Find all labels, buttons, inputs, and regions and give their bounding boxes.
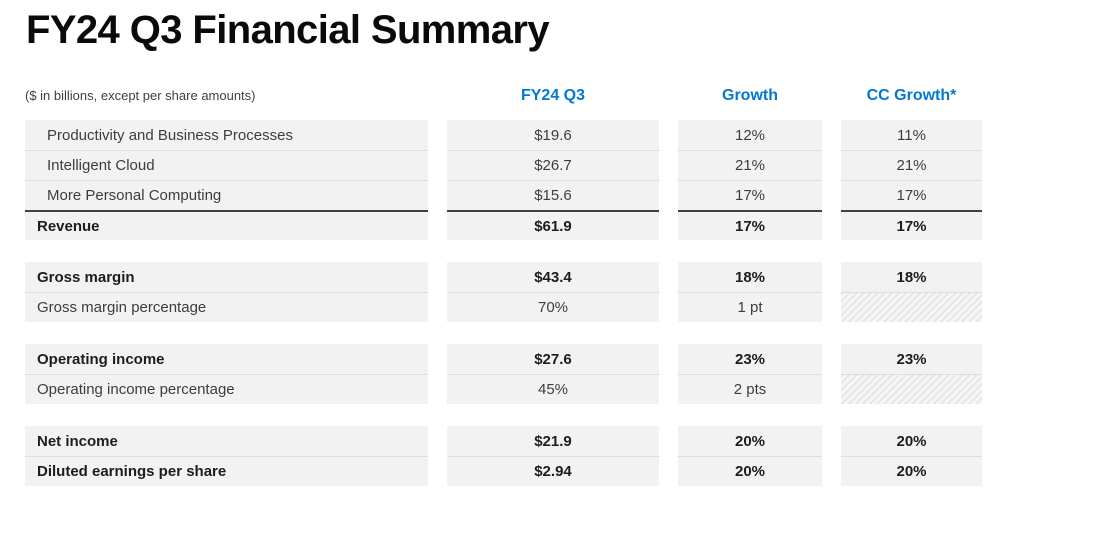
cell-fy24-q3: $19.6 — [447, 120, 659, 150]
cell-growth: 12% — [678, 120, 822, 150]
cell-cc-growth: 23% — [841, 344, 982, 374]
hatched-cell — [841, 292, 982, 322]
cell-cc-growth: 17% — [841, 180, 982, 210]
table-header: ($ in billions, except per share amounts… — [25, 87, 1095, 105]
cell-growth: 1 pt — [678, 292, 822, 322]
row-label: More Personal Computing — [25, 180, 428, 210]
row-label: Net income — [25, 426, 428, 456]
cell-fy24-q3: $15.6 — [447, 180, 659, 210]
cell-fy24-q3: 45% — [447, 374, 659, 404]
cell-cc-growth: 18% — [841, 262, 982, 292]
cell-fy24-q3: $61.9 — [447, 210, 659, 240]
cell-growth: 20% — [678, 426, 822, 456]
cell-fy24-q3: 70% — [447, 292, 659, 322]
table-block-revenue: Productivity and Business Processes $19.… — [25, 120, 1095, 240]
cell-growth: 20% — [678, 456, 822, 486]
hatched-cell — [841, 374, 982, 404]
table-block-net-income: Net income $21.9 20% 20% Diluted earning… — [25, 426, 1095, 486]
cell-fy24-q3: $2.94 — [447, 456, 659, 486]
cell-cc-growth: 11% — [841, 120, 982, 150]
row-label: Gross margin percentage — [25, 292, 428, 322]
row-label: Productivity and Business Processes — [25, 120, 428, 150]
cell-growth: 2 pts — [678, 374, 822, 404]
row-label: Intelligent Cloud — [25, 150, 428, 180]
cell-cc-growth: 20% — [841, 456, 982, 486]
column-header-fy24-q3: FY24 Q3 — [520, 87, 586, 104]
row-label: Operating income — [25, 344, 428, 374]
cell-cc-growth: 17% — [841, 210, 982, 240]
cell-growth: 17% — [678, 180, 822, 210]
cell-cc-growth: 20% — [841, 426, 982, 456]
units-note: ($ in billions, except per share amounts… — [25, 88, 256, 103]
row-label: Gross margin — [25, 262, 428, 292]
table-block-operating-income: Operating income $27.6 23% 23% Operating… — [25, 344, 1095, 404]
cell-fy24-q3: $27.6 — [447, 344, 659, 374]
cell-growth: 17% — [678, 210, 822, 240]
row-label: Revenue — [25, 210, 428, 240]
table-block-gross-margin: Gross margin $43.4 18% 18% Gross margin … — [25, 262, 1095, 322]
cell-cc-growth: 21% — [841, 150, 982, 180]
cell-fy24-q3: $26.7 — [447, 150, 659, 180]
cell-growth: 23% — [678, 344, 822, 374]
row-label: Diluted earnings per share — [25, 456, 428, 486]
cell-growth: 18% — [678, 262, 822, 292]
page-title: FY24 Q3 Financial Summary — [26, 8, 550, 52]
cell-fy24-q3: $21.9 — [447, 426, 659, 456]
column-header-growth: Growth — [722, 87, 778, 104]
cell-growth: 21% — [678, 150, 822, 180]
row-label: Operating income percentage — [25, 374, 428, 404]
column-header-cc-growth: CC Growth* — [866, 87, 957, 104]
cell-fy24-q3: $43.4 — [447, 262, 659, 292]
